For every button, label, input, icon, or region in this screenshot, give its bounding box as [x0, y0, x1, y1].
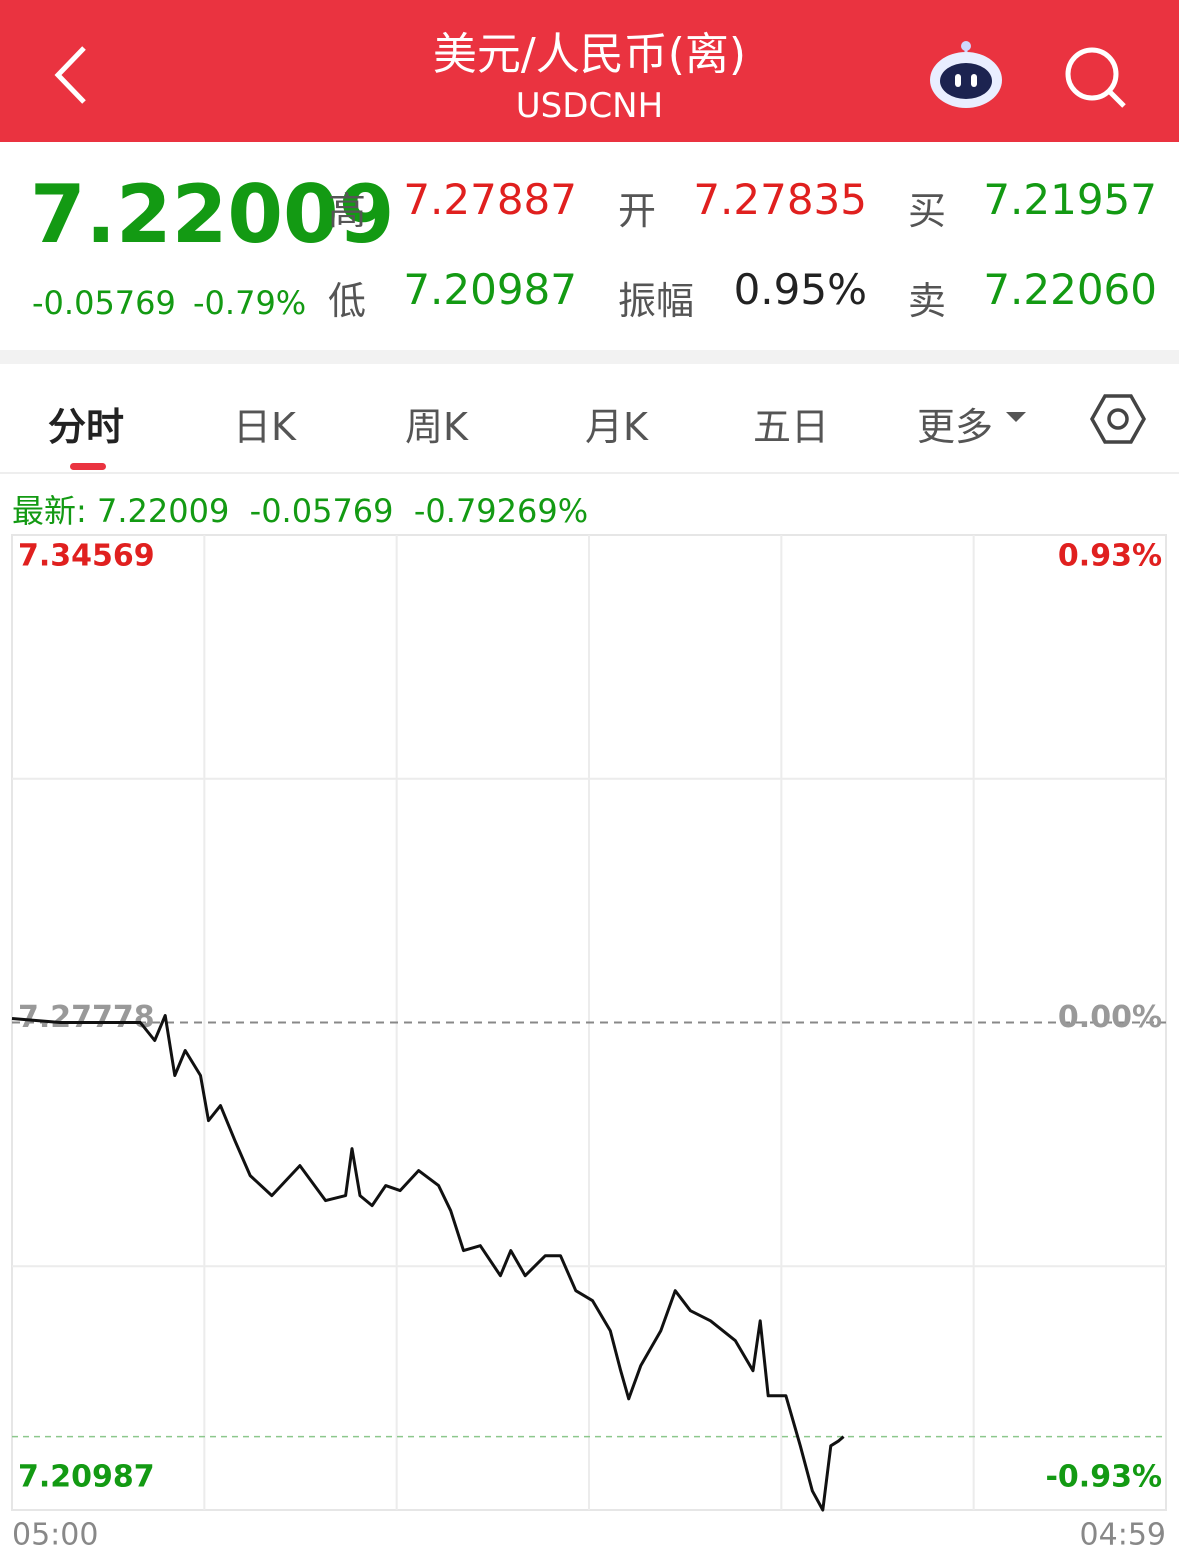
header-title: 美元/人民币(离) — [432, 29, 747, 80]
y2-tick-label: 0.93% — [1058, 539, 1162, 574]
quote-price: 7.22009 — [30, 168, 395, 261]
section-divider — [0, 350, 1179, 364]
tab[interactable]: 五日 — [753, 405, 830, 449]
stat-value: 7.27835 — [693, 175, 867, 224]
quote-change: -0.05769 — [32, 284, 176, 322]
tab[interactable]: 月K — [585, 405, 648, 449]
settings-button[interactable] — [1090, 392, 1146, 446]
stat-label: 振幅 — [618, 279, 695, 323]
stat-label: 开 — [618, 189, 657, 233]
y-tick-label: 7.27778 — [18, 1000, 155, 1035]
latest-change: -0.05769 — [249, 492, 394, 530]
stat-label: 高 — [328, 189, 367, 233]
tab[interactable]: 日K — [233, 405, 296, 449]
tab[interactable]: 周K — [405, 405, 468, 449]
stat-value: 7.27887 — [403, 175, 577, 224]
stat-value: 7.20987 — [403, 265, 577, 314]
quote-change-pct: -0.79% — [193, 284, 307, 322]
price-line — [11, 1014, 845, 1512]
latest-row: 最新: 7.22009 -0.05769 -0.79269% — [12, 486, 588, 532]
stat-label: 卖 — [908, 279, 947, 323]
back-button[interactable] — [40, 40, 100, 110]
assistant-icon[interactable] — [926, 38, 1006, 110]
dropdown-arrow — [1006, 412, 1026, 422]
x-tick-label: 05:00 — [12, 1518, 98, 1553]
stat-label: 低 — [328, 279, 367, 323]
tab[interactable]: 更多 — [917, 405, 994, 449]
latest-change-pct: -0.79269% — [413, 492, 589, 530]
header-subtitle: USDCNH — [515, 86, 664, 126]
stat-label: 买 — [908, 189, 947, 233]
y-tick-label: 7.34569 — [18, 539, 155, 574]
y2-tick-label: 0.00% — [1058, 1000, 1162, 1035]
y2-tick-label: -0.93% — [1045, 1460, 1162, 1495]
y-tick-label: 7.20987 — [18, 1460, 155, 1495]
tab-indicator — [70, 463, 106, 470]
search-button[interactable] — [1060, 42, 1130, 112]
latest-price: 7.22009 — [96, 492, 230, 530]
tab-divider — [0, 472, 1179, 474]
latest-label: 最新: — [12, 492, 87, 530]
stat-value: 7.22060 — [983, 265, 1157, 314]
tab-active[interactable]: 分时 — [48, 405, 125, 449]
stat-value: 0.95% — [733, 265, 867, 314]
stat-value: 7.21957 — [983, 175, 1157, 224]
x-tick-label: 04:59 — [1080, 1518, 1166, 1553]
